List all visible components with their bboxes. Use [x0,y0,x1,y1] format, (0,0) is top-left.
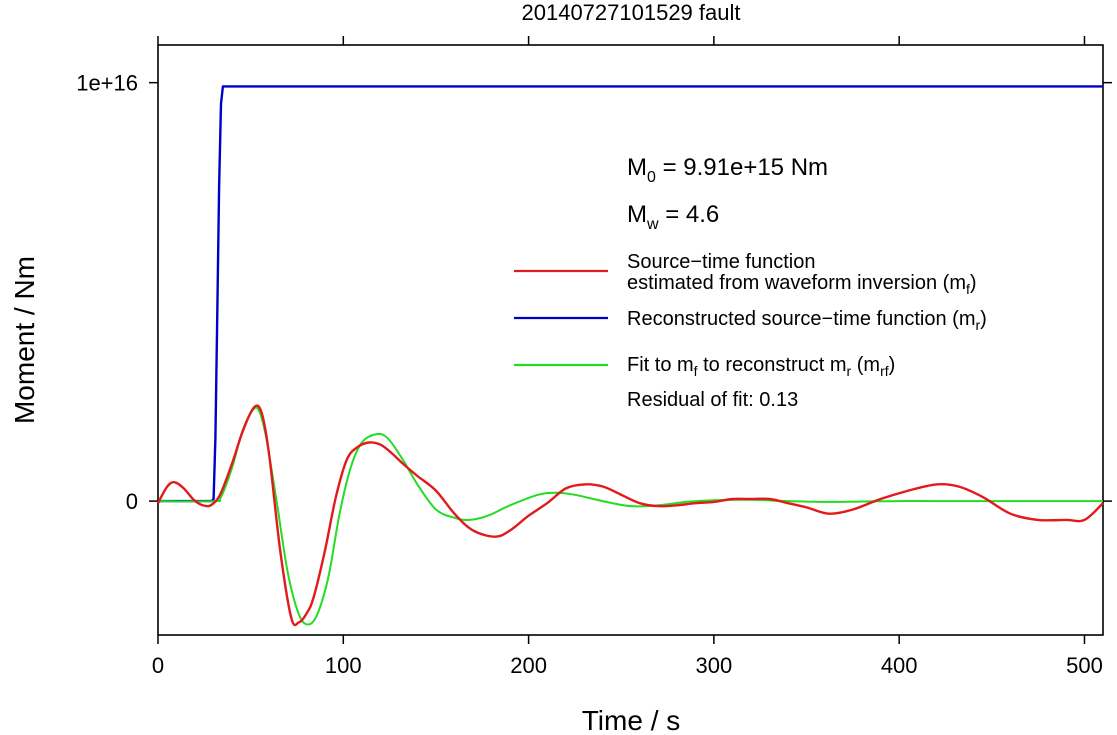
x-tick-label: 200 [510,653,547,678]
x-axis-title: Time / s [582,705,681,735]
x-tick-label: 0 [152,653,164,678]
y-axis-title: Moment / Nm [9,256,40,424]
x-tick-label: 500 [1066,653,1103,678]
plot-frame [157,44,1104,636]
y-tick-label: 0 [126,489,138,514]
legend: Source−time function estimated from wave… [514,251,987,411]
chart-title: 20140727101529 fault [522,0,741,25]
axis-ticks [149,36,1112,644]
mw-annotation: Mw = 4.6 [627,201,719,233]
m0-annotation: M0 = 9.91e+15 Nm [627,154,828,186]
annotations: M0 = 9.91e+15 Nm Mw = 4.6 [627,154,828,233]
legend-label-green: Fit to mf to reconstruct mr (mrf) [627,354,895,379]
series-group [156,85,1104,627]
legend-label-red-line2: estimated from waveform inversion (mf) [627,272,977,297]
series-line-mrf [157,406,1103,626]
x-tick-label: 400 [881,653,918,678]
legend-label-red-line1: Source−time function [627,251,815,273]
residual-annotation: Residual of fit: 0.13 [627,389,798,411]
y-tick-label: 1e+16 [76,71,138,96]
x-tick-label: 300 [696,653,733,678]
axis-tick-labels: 0 100 200 300 400 500 0 1e+16 [76,71,1103,678]
series-line-mf [156,404,1104,627]
x-tick-label: 100 [325,653,362,678]
legend-label-blue: Reconstructed source−time function (mr) [627,308,987,333]
